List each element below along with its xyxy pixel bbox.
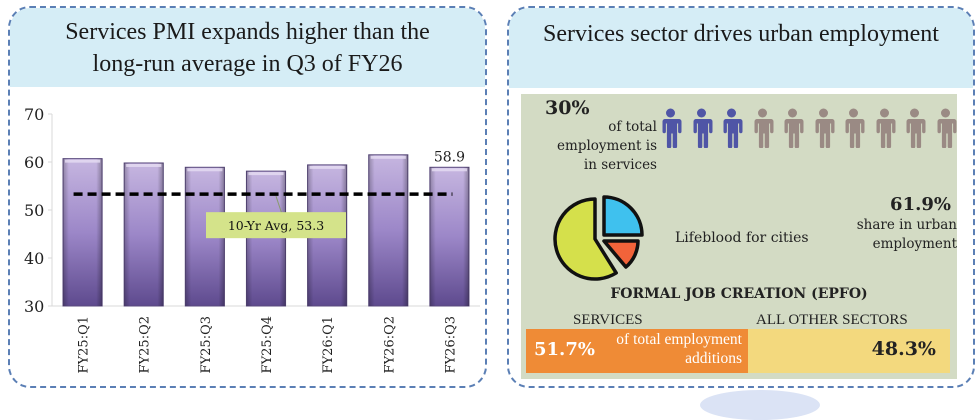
pmi-panel-header: Services PMI expands higher than the lon… [10,8,485,87]
bar-shading [429,167,469,306]
person-icon [812,108,835,149]
person-icon [781,108,804,149]
person-icon-highlighted [659,108,682,149]
caption-line: employment is [557,138,657,154]
employment-infographic: 30% of total employment is in services L… [521,94,957,379]
pmi-panel: Services PMI expands higher than the lon… [8,6,487,388]
employment-title: Services sector drives urban employment [543,21,939,47]
lifeblood-tagline: Lifeblood for cities [675,230,809,246]
pie-slice-orange [602,239,640,269]
bar-shading [124,162,164,306]
caption-line: of total employment [616,331,742,348]
person-icon-highlighted [720,108,743,149]
services-employment-caption: of total employment is in services [521,118,657,175]
x-tick-label: FY26:Q2 [382,316,397,373]
y-tick-label: 40 [24,249,44,268]
avg-label-leader [275,196,283,215]
urban-employment-caption: share in urban employment [811,216,957,254]
pie-chart-icon [553,195,644,281]
y-tick-label: 50 [24,201,44,220]
avg-label-text: 10-Yr Avg, 53.3 [228,218,324,233]
bar-shading [368,154,408,306]
pmi-title-line2: long-run average in Q3 of FY26 [92,51,403,77]
person-icon [873,108,896,149]
x-tick-label: FY26:Q1 [321,316,336,373]
caption-line: share in urban [856,217,957,233]
employment-panel: Services sector drives urban employment … [507,6,975,388]
y-tick-label: 60 [24,153,44,172]
other-sectors-share-bar: 48.3% [748,329,950,373]
services-label: SERVICES [573,312,643,328]
caption-line: in services [583,157,657,173]
services-employment-share: 30% [545,97,590,119]
services-share-value: 51.7% [534,339,595,360]
data-label: 58.9 [434,149,465,165]
urban-employment-share: 61.9% [890,194,951,215]
pie-slice-blue [602,195,644,237]
people-pictogram [659,108,957,149]
person-icon [751,108,774,149]
x-tick-label: FY26:Q3 [443,316,458,373]
pmi-title-line1: Services PMI expands higher than the [65,19,430,45]
caption-line: employment [872,236,957,252]
person-icon [842,108,865,149]
person-icon-highlighted [690,108,713,149]
bar-bevel [65,159,101,163]
other-sectors-share-value: 48.3% [871,338,936,360]
bar-shading [246,171,286,306]
services-share-caption: of total employment additions [616,330,742,368]
x-tick-label: FY25:Q4 [260,316,275,373]
bar-bevel [309,165,345,169]
x-tick-label: FY25:Q3 [199,316,214,373]
other-sectors-label: ALL OTHER SECTORS [756,312,908,328]
y-tick-label: 30 [24,297,44,316]
caption-line: additions [685,350,742,367]
decorative-ellipse [700,390,820,420]
person-icon [903,108,926,149]
person-icon [934,108,957,149]
pmi-bar-chart: 30 40 50 60 70 58.9 FY25:Q1 FY25:Q2 FY25:Q3 FY2… [24,105,480,373]
bar-bevel [431,168,467,172]
x-tick-label: FY25:Q1 [77,316,92,373]
employment-panel-header: Services sector drives urban employment [509,8,973,88]
services-share-bar: 51.7% of total employment additions [526,329,748,373]
epfo-title: FORMAL JOB CREATION (EPFO) [610,286,868,302]
bar-bevel [126,163,162,167]
x-tick-label: FY25:Q2 [138,316,153,373]
y-tick-label: 70 [24,105,44,124]
bar-bevel [248,172,284,176]
caption-line: of total [608,119,657,135]
bar-bevel [370,155,406,159]
bar-shading [63,158,103,306]
bar-bevel [187,168,223,172]
pie-slice-yellow [553,197,618,281]
avg-label-box [206,212,346,239]
